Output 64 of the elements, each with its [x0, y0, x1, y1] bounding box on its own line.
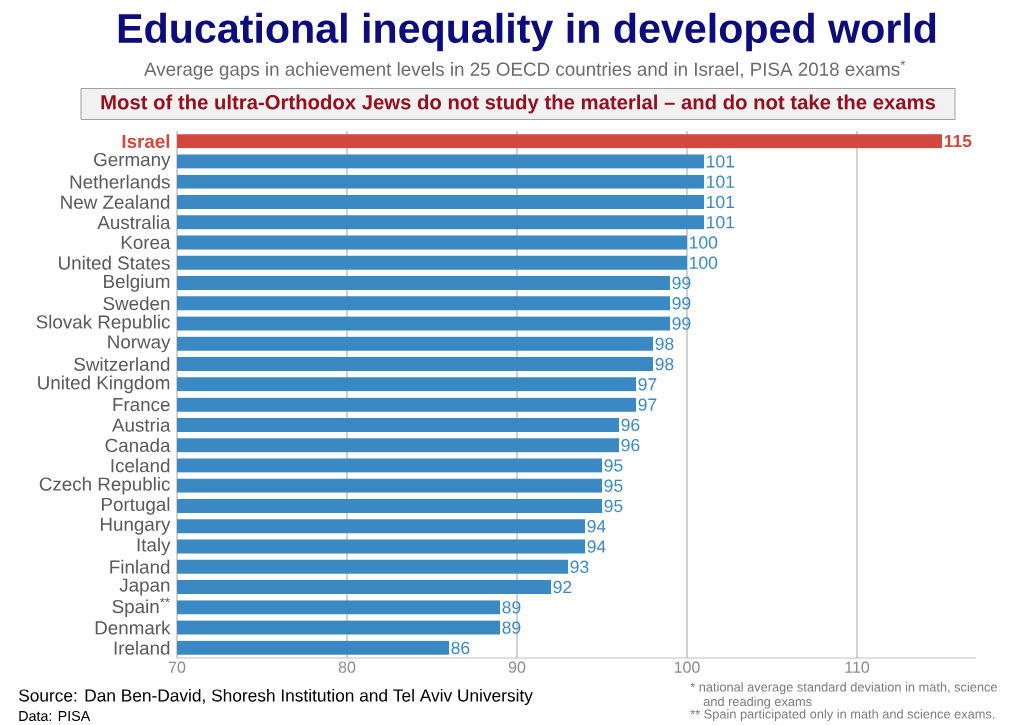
x-tick-label: 100: [674, 661, 700, 673]
y-tick-label: Korea: [121, 235, 171, 250]
text: Most of the ultra-Orthodox Jews do not study the materlal – and do not take the exams: [101, 94, 936, 114]
y-tick-label: Japan: [119, 578, 170, 596]
x-tick-label: 70: [168, 661, 186, 673]
y-tick-label: Austria: [111, 417, 171, 432]
y-tick-label: France: [113, 398, 170, 412]
y-tick-label: New Zealand: [61, 195, 170, 209]
y-tick-label: Hungary: [100, 517, 171, 535]
y-tick-label: Canada: [105, 438, 171, 453]
data-label: 93: [570, 560, 589, 573]
y-tick-label: Spain$^{**}$: [112, 597, 170, 617]
data-label: 101: [707, 195, 735, 209]
data-label: 94: [587, 520, 606, 533]
y-tick-label: Czech Republic: [39, 476, 170, 495]
data-label: 97: [638, 398, 657, 411]
text: Data: PISA: [19, 710, 91, 722]
data-label: 99: [672, 297, 691, 310]
source-note: Source: Dan Ben-David, Shoresh Institution and Tel Aviv University: [18, 688, 533, 706]
text: ** Spain participated only in math and science exams.: [690, 709, 995, 722]
data-label: 98: [655, 357, 674, 371]
y-tick-label: Sweden: [103, 296, 170, 311]
y-tick-label: Portugal: [101, 497, 170, 515]
chart-subtitle: Average gaps in achievement levels in 25 OECD countries and in Israel, PISA 2018 exams$^{*}$: [144, 60, 906, 80]
data-label: 101: [707, 216, 735, 229]
data-label: 100: [690, 236, 718, 249]
chart-title: Educational inequality in developed world: [118, 12, 936, 52]
x-tick-label: 90: [508, 661, 526, 673]
x-tick-label: 110: [845, 661, 870, 673]
y-tick-label: Norway: [108, 335, 171, 353]
data-label: 96: [621, 438, 640, 452]
y-tick-label: United States: [59, 255, 170, 270]
data-label: 101: [707, 155, 735, 168]
data-label: 95: [604, 499, 623, 513]
data-label: 89: [502, 621, 521, 634]
y-tick-label: Israel: [122, 134, 170, 149]
y-tick-label: United Kingdom: [38, 375, 170, 394]
data-label: 95: [604, 479, 623, 492]
data-label: 97: [638, 378, 657, 391]
y-tick-label: Ireland: [114, 640, 170, 655]
data-label: 95: [604, 459, 623, 472]
data-label: 98: [655, 337, 674, 351]
text: * national average standard deviation in math, science and reading exams: [690, 682, 997, 709]
y-tick-label: Iceland: [111, 458, 170, 473]
y-tick-label: Denmark: [95, 620, 171, 635]
data-label: 101: [707, 175, 735, 188]
y-tick-label: Switzerland: [74, 357, 170, 371]
data-label: 99: [672, 276, 691, 290]
y-tick-label: Slovak Republic: [36, 314, 170, 333]
data-label: 99: [672, 317, 691, 330]
data-label: 92: [553, 580, 572, 594]
y-tick-label: Italy: [137, 537, 171, 556]
y-tick-label: Germany: [94, 152, 171, 170]
data-label: 100: [690, 256, 718, 269]
x-tick-label: 80: [338, 661, 356, 673]
data-label: 115: [944, 135, 972, 148]
y-tick-label: Netherlands: [70, 174, 170, 189]
data-label: 94: [587, 540, 606, 553]
data-label: 89: [502, 601, 521, 614]
data-label: 86: [451, 641, 470, 655]
y-tick-label: Finland: [110, 559, 170, 574]
data-label: 96: [621, 418, 640, 432]
y-tick-label: Australia: [97, 215, 171, 230]
y-tick-label: Belgium: [104, 274, 170, 292]
